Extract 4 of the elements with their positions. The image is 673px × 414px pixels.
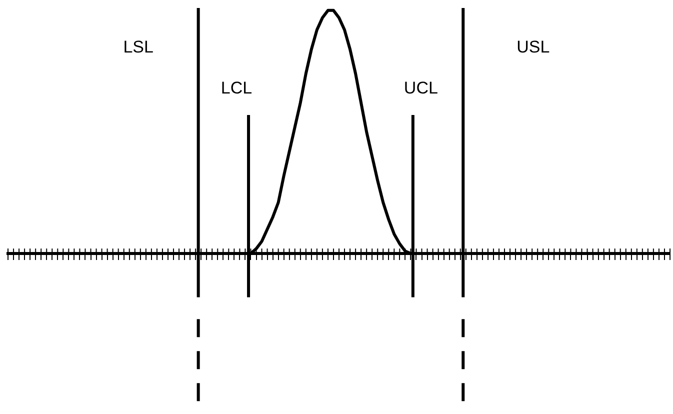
annotation: UCL — [404, 78, 438, 98]
annotation: LCL — [220, 78, 252, 98]
annotation: USL — [516, 38, 550, 57]
annotation: LSL — [123, 38, 154, 57]
